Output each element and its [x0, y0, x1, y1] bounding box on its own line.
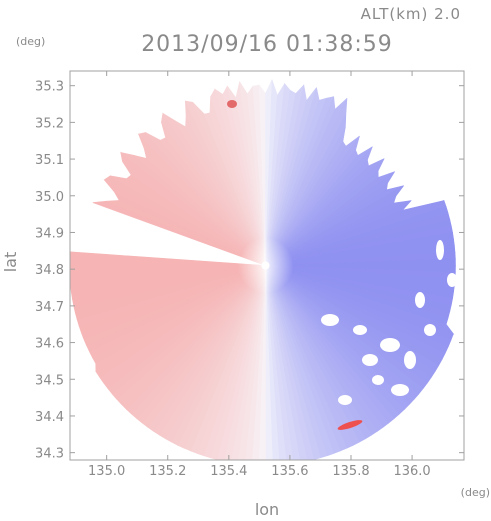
y-unit-label: (deg) — [16, 35, 45, 48]
x-unit-label: (deg) — [461, 486, 490, 499]
velocity-spot — [227, 100, 237, 108]
no-data-gap — [404, 351, 416, 369]
no-data-gap — [447, 273, 457, 287]
y-tick-label: 34.4 — [35, 410, 64, 425]
x-tick-label: 136.0 — [393, 464, 430, 479]
y-tick-label: 35.3 — [35, 80, 64, 95]
y-tick-label: 34.3 — [35, 447, 64, 462]
y-axis: 34.3 34.4 34.5 34.6 34.7 34.8 34.9 35.0 35.1 35.2… — [35, 80, 464, 462]
radar-site-marker — [261, 261, 270, 270]
x-tick-label: 135.6 — [271, 464, 308, 479]
plot-frame — [69, 70, 465, 461]
y-tick-label: 35.2 — [35, 116, 64, 131]
velocity-streak — [337, 420, 363, 430]
y-tick-label: 35.1 — [35, 153, 64, 168]
y-tick-label: 34.8 — [35, 263, 64, 278]
x-tick-label: 135.0 — [88, 464, 125, 479]
no-data-gap — [424, 324, 436, 336]
x-tick-label: 135.4 — [210, 464, 247, 479]
y-axis-label: lat — [1, 252, 20, 273]
altitude-label: ALT(km) 2.0 — [361, 5, 461, 23]
x-axis-label: lon — [255, 500, 279, 519]
no-data-gap — [353, 325, 367, 335]
chart-title: 2013/09/16 01:38:59 — [141, 32, 393, 57]
x-axis: 135.0 135.2 135.4 135.6 135.8 136.0 — [88, 71, 431, 479]
y-tick-label: 34.5 — [35, 373, 64, 388]
no-data-gap — [415, 292, 425, 308]
y-tick-label: 34.7 — [35, 300, 64, 315]
no-data-gap — [372, 375, 384, 385]
radar-sector — [70, 251, 266, 266]
x-tick-label: 135.2 — [149, 464, 186, 479]
y-tick-label: 34.6 — [35, 337, 64, 352]
no-data-gap — [362, 354, 378, 366]
no-data-gap — [436, 240, 444, 260]
no-data-gap — [380, 338, 400, 352]
y-tick-label: 35.0 — [35, 190, 64, 205]
radar-velocity-field — [70, 79, 457, 460]
y-tick-label: 34.9 — [35, 226, 64, 241]
no-data-gap — [321, 314, 339, 326]
no-data-gap — [338, 395, 352, 405]
radar-sector — [265, 258, 456, 266]
x-tick-label: 135.8 — [332, 464, 369, 479]
no-data-gap — [391, 384, 409, 396]
